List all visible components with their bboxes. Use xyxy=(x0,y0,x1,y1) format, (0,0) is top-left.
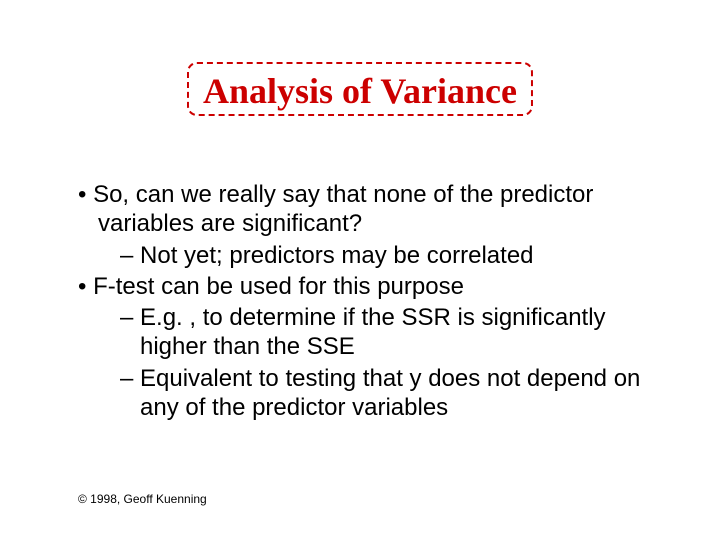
slide-title: Analysis of Variance xyxy=(203,70,517,112)
bullet-subitem: Not yet; predictors may be correlated xyxy=(78,241,660,270)
bullet-subitem: Equivalent to testing that y does not de… xyxy=(78,364,660,423)
bullet-item: So, can we really say that none of the p… xyxy=(78,180,660,239)
bullet-subitem: E.g. , to determine if the SSR is signif… xyxy=(78,303,660,362)
copyright-footer: © 1998, Geoff Kuenning xyxy=(78,492,207,506)
slide-content: So, can we really say that none of the p… xyxy=(78,180,660,424)
bullet-item: F-test can be used for this purpose xyxy=(78,272,660,301)
title-box: Analysis of Variance xyxy=(187,62,533,116)
